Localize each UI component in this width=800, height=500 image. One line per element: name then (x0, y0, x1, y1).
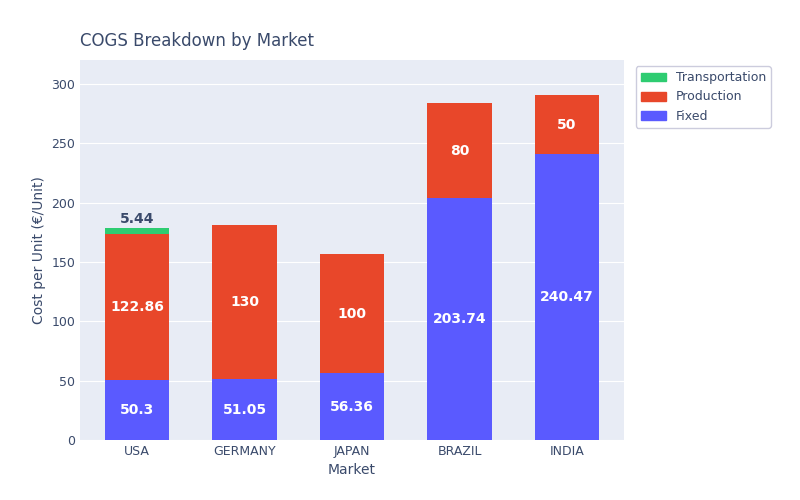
Bar (212, 225, 277, 380)
Bar (212, 380, 277, 440)
Bar (105, 380, 170, 440)
X-axis label: Market: Market (328, 464, 376, 477)
Text: 203.74: 203.74 (433, 312, 486, 326)
Bar (105, 234, 170, 380)
Bar (534, 95, 599, 154)
Text: 100: 100 (338, 306, 366, 320)
Text: 50: 50 (558, 118, 577, 132)
Text: 56.36: 56.36 (330, 400, 374, 413)
Text: 240.47: 240.47 (540, 290, 594, 304)
Text: 130: 130 (230, 295, 259, 309)
Text: 50.3: 50.3 (120, 403, 154, 417)
Text: 80: 80 (450, 144, 469, 158)
Bar (427, 198, 492, 440)
Bar (320, 373, 384, 440)
Bar (534, 154, 599, 440)
Text: 51.05: 51.05 (222, 402, 266, 416)
Legend: Transportation, Production, Fixed: Transportation, Production, Fixed (636, 66, 771, 128)
Text: 5.44: 5.44 (120, 212, 154, 226)
Text: 122.86: 122.86 (110, 300, 164, 314)
Bar (320, 254, 384, 373)
Bar (427, 103, 492, 198)
Bar (105, 228, 170, 234)
Y-axis label: Cost per Unit (€/Unit): Cost per Unit (€/Unit) (32, 176, 46, 324)
Text: COGS Breakdown by Market: COGS Breakdown by Market (80, 32, 314, 50)
